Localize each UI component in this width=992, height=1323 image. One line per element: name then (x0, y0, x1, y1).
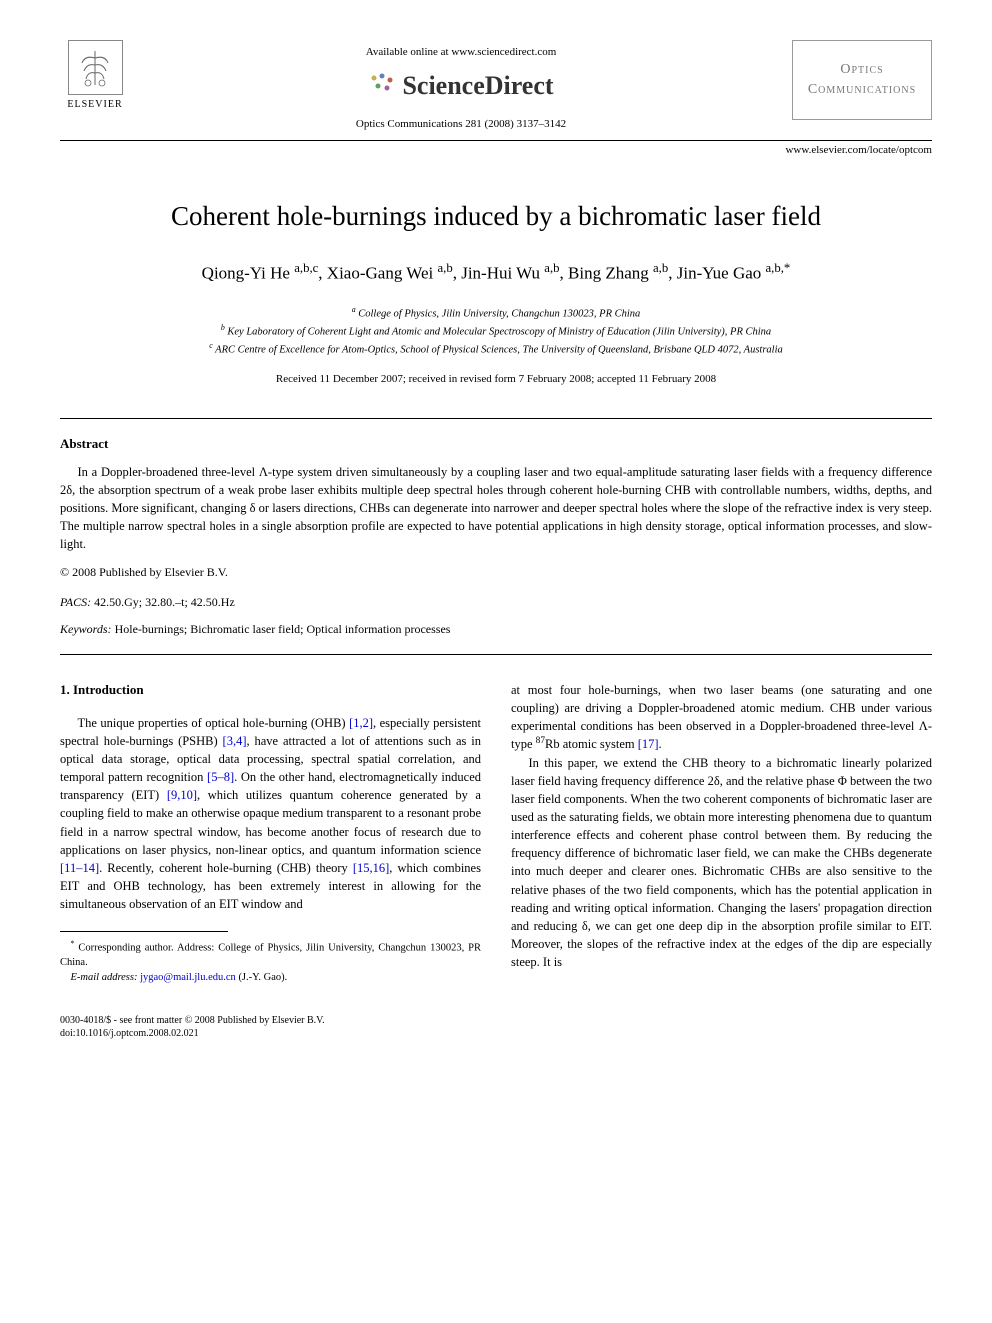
corresponding-author-footnote: * Corresponding author. Address: College… (60, 938, 481, 971)
footer-info: 0030-4018/$ - see front matter © 2008 Pu… (60, 1014, 932, 1041)
paper-title: Coherent hole-burnings induced by a bich… (60, 198, 932, 236)
body-columns: 1. Introduction The unique properties of… (60, 681, 932, 986)
intro-paragraph-2: In this paper, we extend the CHB theory … (511, 754, 932, 972)
elsevier-tree-icon (68, 40, 123, 95)
footnote-separator (60, 931, 228, 932)
affiliation-a: a College of Physics, Jilin University, … (60, 304, 932, 322)
received-dates: Received 11 December 2007; received in r… (60, 372, 932, 387)
pacs-line: PACS: 42.50.Gy; 32.80.–t; 42.50.Hz (60, 594, 932, 611)
sciencedirect-text: ScienceDirect (402, 71, 553, 100)
abstract-text: In a Doppler-broadened three-level Λ-typ… (60, 463, 932, 554)
center-header: Available online at www.sciencedirect.co… (130, 40, 792, 132)
sciencedirect-dots-icon (368, 70, 396, 106)
abstract-heading: Abstract (60, 435, 932, 453)
left-column: 1. Introduction The unique properties of… (60, 681, 481, 986)
affiliation-c: c ARC Centre of Excellence for Atom-Opti… (60, 340, 932, 358)
elsevier-logo: ELSEVIER (60, 40, 130, 120)
affiliation-b: b Key Laboratory of Coherent Light and A… (60, 322, 932, 340)
right-column: at most four hole-burnings, when two las… (511, 681, 932, 986)
elsevier-label: ELSEVIER (67, 98, 122, 112)
intro-paragraph-1-cont: at most four hole-burnings, when two las… (511, 681, 932, 754)
abstract-copyright: © 2008 Published by Elsevier B.V. (60, 564, 932, 581)
pacs-label: PACS: (60, 595, 91, 609)
pacs-codes: 42.50.Gy; 32.80.–t; 42.50.Hz (94, 595, 235, 609)
header-rule (60, 140, 932, 141)
journal-cover-box: Optics Communications (792, 40, 932, 120)
journal-name-line1: Optics (801, 60, 923, 80)
email-author: (J.-Y. Gao). (238, 972, 287, 983)
keywords-line: Keywords: Hole-burnings; Bichromatic las… (60, 621, 932, 638)
email-label: E-mail address: (71, 972, 138, 983)
abstract-bottom-rule (60, 654, 932, 655)
journal-name-line2: Communications (801, 80, 923, 100)
abstract-top-rule (60, 418, 932, 419)
citation-line: Optics Communications 281 (2008) 3137–31… (130, 117, 792, 132)
sciencedirect-logo: ScienceDirect (130, 68, 792, 106)
affiliations: a College of Physics, Jilin University, … (60, 304, 932, 359)
authors-line: Qiong-Yi He a,b,c, Xiao-Gang Wei a,b, Ji… (60, 260, 932, 285)
header-row: ELSEVIER Available online at www.science… (60, 40, 932, 132)
available-online-text: Available online at www.sciencedirect.co… (130, 45, 792, 60)
footer-copyright: 0030-4018/$ - see front matter © 2008 Pu… (60, 1014, 932, 1028)
email-footnote: E-mail address: jygao@mail.jlu.edu.cn (J… (60, 971, 481, 986)
section-1-heading: 1. Introduction (60, 681, 481, 700)
footer-doi: doi:10.1016/j.optcom.2008.02.021 (60, 1027, 932, 1041)
email-link[interactable]: jygao@mail.jlu.edu.cn (140, 972, 236, 983)
keywords-label: Keywords: (60, 622, 112, 636)
journal-url: www.elsevier.com/locate/optcom (60, 143, 932, 158)
keywords-text: Hole-burnings; Bichromatic laser field; … (115, 622, 451, 636)
intro-paragraph-1: The unique properties of optical hole-bu… (60, 714, 481, 913)
